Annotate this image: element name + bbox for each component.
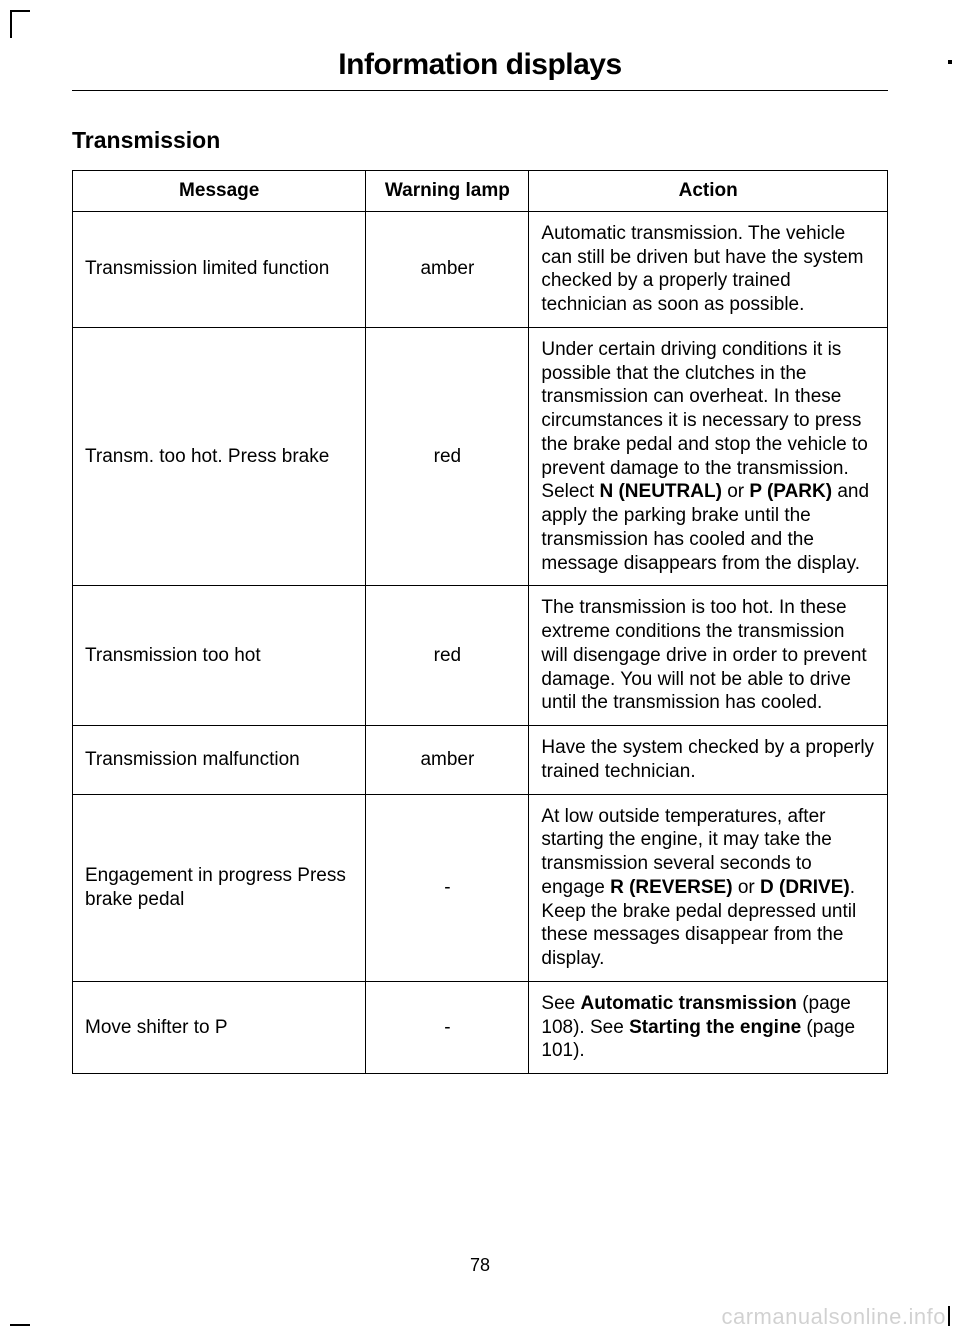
chapter-title: Information displays [72,48,888,90]
table-row: Transmission malfunctionamber Have the sy… [73,726,888,795]
cell-message: Transmission limited function [73,211,366,327]
cell-warning-lamp: amber [366,726,529,795]
transmission-table: Message Warning lamp Action Transmission… [72,170,888,1074]
cell-warning-lamp: amber [366,211,529,327]
table-row: Transmission too hotredThe transmission … [73,586,888,726]
cell-message: Transmission malfunction [73,726,366,795]
col-header-warning-lamp: Warning lamp [366,171,529,212]
crop-mark-tl [10,10,30,38]
cell-message: Engagement in progress Press brake pedal [73,794,366,981]
table-row: Engagement in progress Press brake pedal… [73,794,888,981]
cell-action: Have the system checked by a properly tr… [529,726,888,795]
page-number: 78 [0,1255,960,1276]
cell-message: Transm. too hot. Press brake [73,327,366,586]
crop-mark-bl [10,1324,30,1326]
text: See [541,993,580,1014]
cell-warning-lamp: - [366,981,529,1073]
bold-text: Automatic transmission [580,993,796,1014]
text: or [722,481,749,502]
cell-warning-lamp: - [366,794,529,981]
table-row: Transm. too hot. Press brakeredUnder cer… [73,327,888,586]
text: Automatic transmission. The vehicle can … [541,223,863,315]
section-title: Transmission [72,127,888,154]
text: Have the system checked by a properly tr… [541,737,874,782]
bold-text: R (REVERSE) [610,877,732,898]
cell-action: Automatic transmission. The vehicle can … [529,211,888,327]
table-header-row: Message Warning lamp Action [73,171,888,212]
col-header-action: Action [529,171,888,212]
title-underline [72,90,888,91]
cell-action: See Automatic transmission (page 108). S… [529,981,888,1073]
table-row: Transmission limited functionamberAutoma… [73,211,888,327]
table-body: Transmission limited functionamberAutoma… [73,211,888,1073]
bold-text: Starting the engine [629,1017,801,1038]
bold-text: P (PARK) [749,481,832,502]
crop-mark-tr [948,60,952,64]
watermark: carmanualsonline.info [721,1304,946,1330]
cell-action: At low outside temperatures, after start… [529,794,888,981]
cell-warning-lamp: red [366,586,529,726]
cell-message: Transmission too hot [73,586,366,726]
page-content: Information displays Transmission Messag… [0,0,960,1114]
cell-action: The transmission is too hot. In these ex… [529,586,888,726]
bold-text: D (DRIVE) [760,877,850,898]
crop-mark-br [948,1306,950,1326]
table-row: Move shifter to P-See Automatic transmis… [73,981,888,1073]
bold-text: N (NEUTRAL) [599,481,721,502]
text: Under certain driving conditions it is p… [541,339,867,503]
cell-warning-lamp: red [366,327,529,586]
text: or [733,877,760,898]
col-header-message: Message [73,171,366,212]
text: The transmission is too hot. In these ex… [541,597,866,713]
cell-message: Move shifter to P [73,981,366,1073]
cell-action: Under certain driving conditions it is p… [529,327,888,586]
